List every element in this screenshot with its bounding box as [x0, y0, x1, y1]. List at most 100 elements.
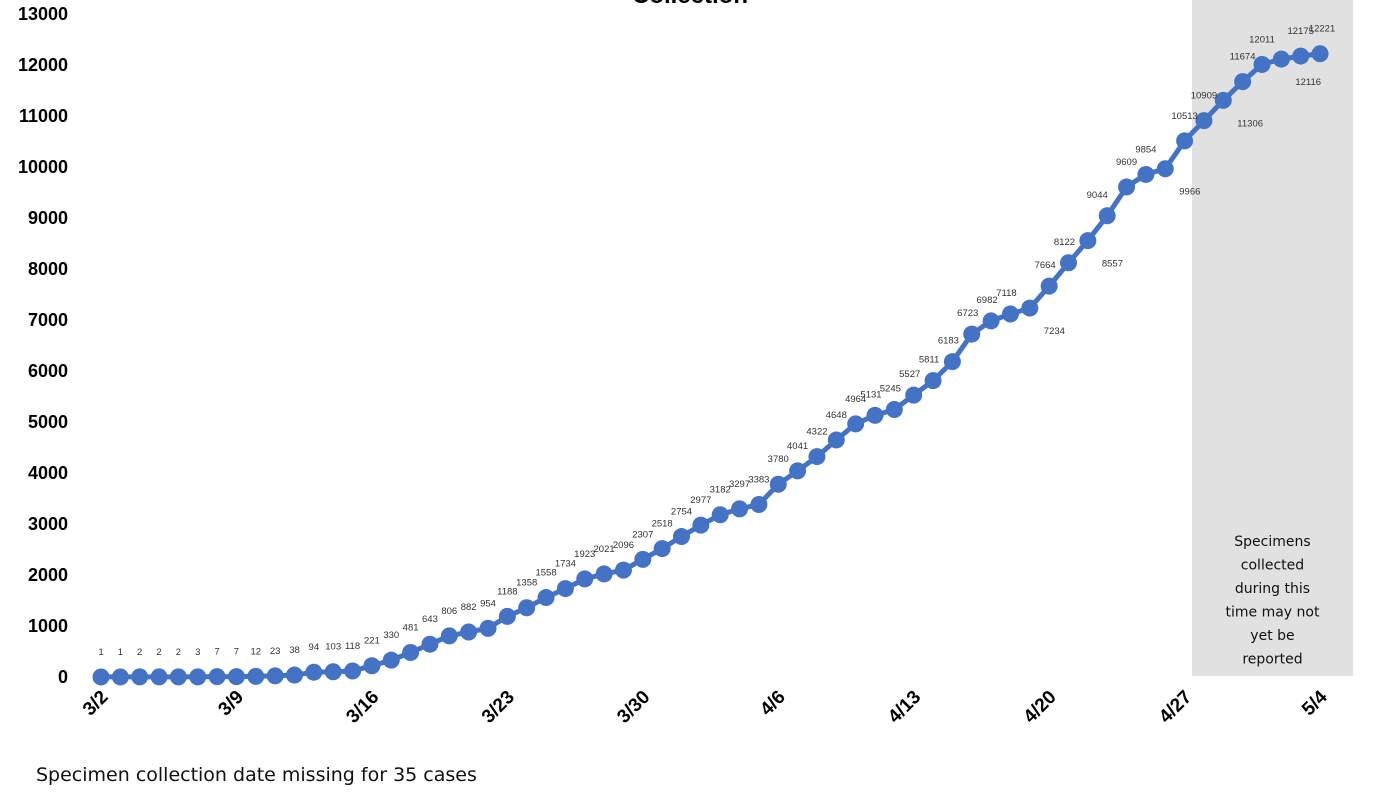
data-point [827, 431, 845, 449]
data-label: 882 [461, 602, 477, 613]
y-tick-label: 7000 [28, 310, 68, 330]
data-point [421, 635, 439, 653]
data-label: 7664 [1035, 260, 1056, 271]
data-point [150, 668, 168, 686]
data-label: 2 [156, 647, 161, 658]
x-tick-label: 4/20 [1020, 687, 1061, 728]
y-tick-label: 6000 [28, 361, 68, 381]
data-point [324, 663, 342, 681]
data-label: 38 [289, 645, 300, 656]
data-point [866, 406, 884, 424]
data-label: 3297 [729, 479, 750, 490]
data-label: 1188 [497, 586, 517, 597]
footnote: Specimen collection date missing for 35 … [36, 764, 477, 786]
data-point [363, 657, 381, 675]
data-point [924, 372, 942, 390]
note-line: collected [1241, 558, 1304, 574]
data-point [1001, 305, 1019, 323]
data-label: 954 [480, 598, 496, 609]
y-tick-label: 13000 [18, 4, 68, 24]
data-point [634, 550, 652, 568]
data-point [266, 667, 284, 685]
data-point [1040, 277, 1058, 295]
data-label: 4322 [806, 427, 827, 438]
x-tick-label: 3/2 [79, 687, 113, 721]
data-point [305, 663, 323, 681]
data-label: 5811 [919, 355, 939, 366]
x-tick-label: 3/30 [613, 687, 654, 728]
data-label: 3182 [710, 485, 731, 496]
y-tick-label: 10000 [18, 157, 68, 177]
x-axis: 3/2 3/9 3/16 3/23 3/30 4/6 4/13 4/20 4/27 5/4 [79, 686, 1332, 727]
data-label: 1923 [574, 549, 595, 560]
data-label: 12011 [1249, 34, 1275, 45]
data-point [905, 386, 923, 404]
data-label: 8557 [1102, 259, 1123, 270]
data-point [208, 668, 226, 686]
y-tick-label: 2000 [28, 565, 68, 585]
data-label: 2021 [594, 544, 615, 555]
data-point [1137, 165, 1155, 183]
data-point [1060, 254, 1077, 272]
data-point [673, 528, 690, 546]
data-point [789, 462, 807, 480]
data-point [440, 627, 458, 645]
data-label: 3383 [748, 474, 769, 485]
data-label: 6183 [938, 336, 959, 347]
data-point [286, 666, 303, 684]
data-point [1292, 47, 1310, 65]
series-cumulative-cases [92, 45, 1329, 686]
data-label: 9044 [1087, 190, 1108, 201]
note-line: yet be [1250, 628, 1294, 644]
x-tick-label: 5/4 [1298, 686, 1332, 720]
data-label: 806 [441, 606, 457, 617]
data-point [963, 325, 981, 343]
data-point [1253, 55, 1271, 73]
data-label: 10909 [1191, 91, 1217, 102]
data-label: 2307 [632, 529, 653, 540]
note-line: time may not [1225, 605, 1319, 621]
data-point [885, 401, 903, 419]
data-point [1156, 160, 1174, 178]
data-point [344, 662, 362, 680]
data-point [595, 565, 613, 583]
y-tick-label: 1000 [28, 616, 68, 636]
data-label: 7234 [1044, 326, 1065, 337]
data-label: 5527 [899, 369, 920, 380]
data-point [769, 475, 787, 493]
data-label: 4964 [845, 394, 866, 405]
data-label: 2518 [652, 519, 673, 530]
data-label: 5245 [880, 384, 901, 395]
data-label: 12116 [1295, 77, 1321, 88]
data-point [189, 668, 207, 686]
chart-title: Collection [632, 0, 748, 9]
data-label: 9966 [1179, 187, 1200, 198]
y-tick-label: 4000 [28, 463, 68, 483]
data-point [653, 540, 671, 558]
data-point [943, 353, 961, 371]
data-point [1311, 45, 1329, 63]
data-label: 2 [137, 647, 142, 658]
data-point [518, 599, 536, 617]
data-point [169, 668, 187, 686]
data-label: 12221 [1309, 24, 1335, 35]
data-point [1098, 207, 1116, 225]
y-tick-label: 0 [58, 667, 68, 687]
data-point [1176, 132, 1194, 150]
data-point [847, 415, 865, 433]
y-tick-label: 9000 [28, 208, 68, 228]
y-tick-label: 11000 [19, 106, 68, 126]
data-label: 2754 [671, 507, 692, 518]
data-label: 2 [176, 647, 181, 658]
data-label: 12175 [1287, 26, 1313, 37]
data-label: 94 [309, 642, 320, 653]
data-label: 118 [345, 641, 360, 652]
data-point [556, 580, 574, 598]
data-label: 1 [118, 647, 123, 658]
data-label: 103 [325, 642, 341, 653]
y-tick-label: 5000 [28, 412, 68, 432]
data-label: 7 [214, 647, 219, 658]
data-label: 1358 [516, 578, 537, 589]
data-point [1118, 178, 1136, 196]
